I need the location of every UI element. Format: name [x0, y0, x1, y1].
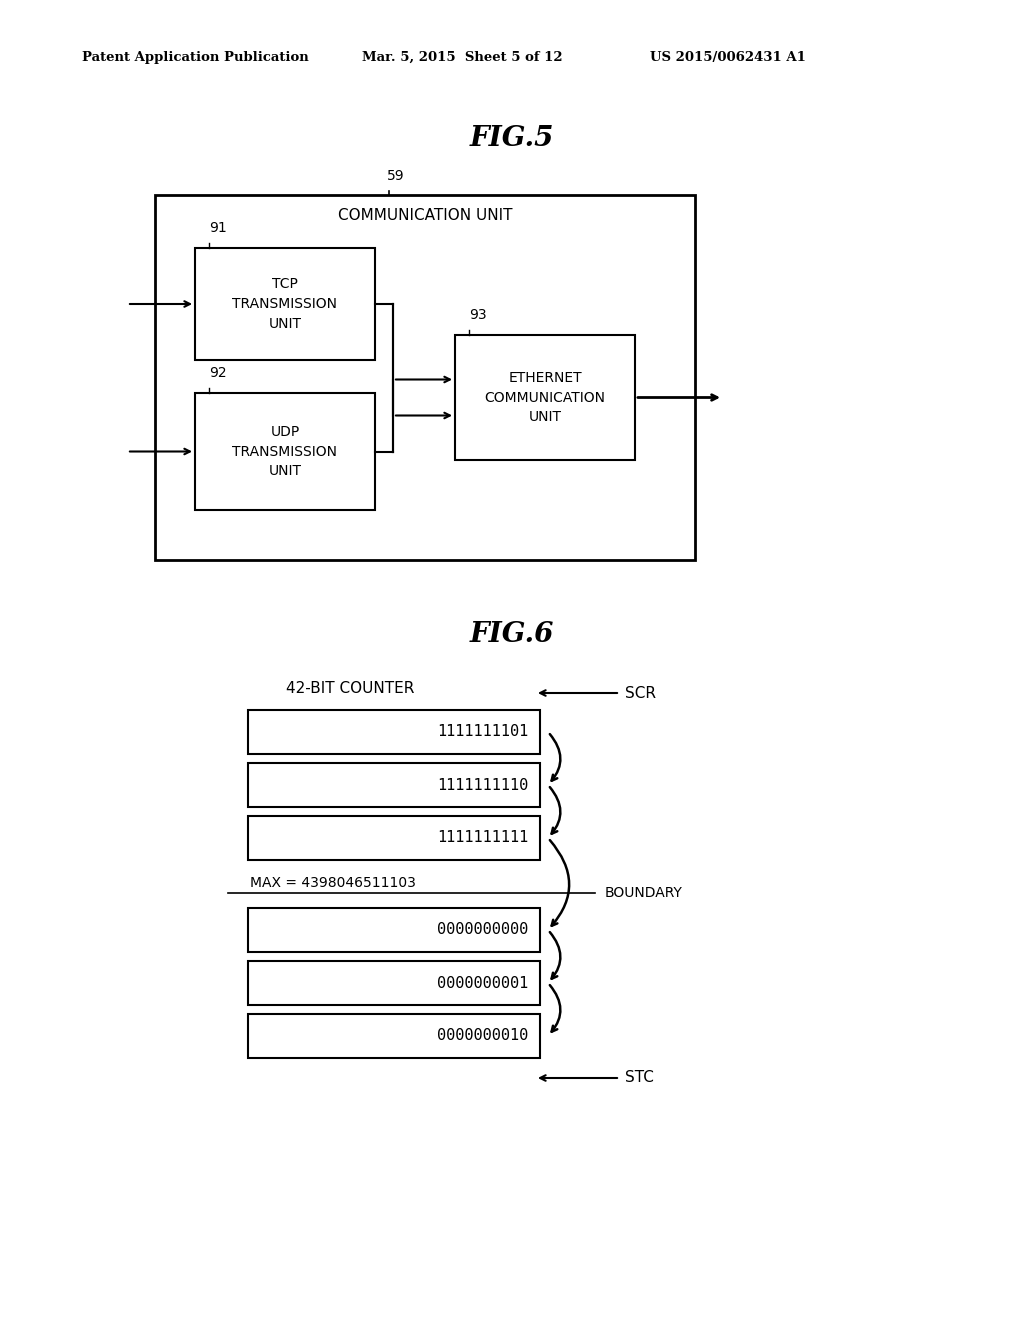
Bar	[248, 816, 540, 861]
Text: SCR: SCR	[625, 685, 656, 701]
Text: UDP
TRANSMISSION
UNIT: UDP TRANSMISSION UNIT	[232, 425, 338, 478]
Text: STC: STC	[625, 1071, 654, 1085]
Text: US 2015/0062431 A1: US 2015/0062431 A1	[650, 50, 806, 63]
Text: ETHERNET
COMMUNICATION
UNIT: ETHERNET COMMUNICATION UNIT	[484, 371, 605, 424]
Text: Patent Application Publication: Patent Application Publication	[82, 50, 309, 63]
Bar	[248, 1014, 540, 1059]
Text: 59: 59	[387, 169, 404, 183]
Text: 0000000001: 0000000001	[437, 975, 528, 990]
Text: Mar. 5, 2015  Sheet 5 of 12: Mar. 5, 2015 Sheet 5 of 12	[362, 50, 562, 63]
Bar	[195, 248, 375, 360]
Bar	[455, 335, 635, 459]
Text: 92: 92	[209, 366, 226, 380]
Bar	[195, 393, 375, 510]
Text: BOUNDARY: BOUNDARY	[605, 886, 683, 900]
Text: 1111111111: 1111111111	[437, 830, 528, 846]
Text: 1111111101: 1111111101	[437, 725, 528, 739]
Text: TCP
TRANSMISSION
UNIT: TCP TRANSMISSION UNIT	[232, 277, 338, 330]
Text: 1111111110: 1111111110	[437, 777, 528, 792]
Text: 91: 91	[209, 220, 226, 235]
Bar	[248, 961, 540, 1005]
Text: FIG.6: FIG.6	[470, 622, 554, 648]
Text: FIG.5: FIG.5	[470, 124, 554, 152]
Text: COMMUNICATION UNIT: COMMUNICATION UNIT	[338, 207, 512, 223]
Text: MAX = 4398046511103: MAX = 4398046511103	[250, 876, 416, 890]
Bar	[155, 195, 695, 560]
Text: 93: 93	[469, 308, 486, 322]
Text: 42-BIT COUNTER: 42-BIT COUNTER	[286, 681, 415, 696]
Bar	[248, 710, 540, 754]
Bar	[248, 763, 540, 807]
Text: 0000000000: 0000000000	[437, 923, 528, 937]
Text: 0000000010: 0000000010	[437, 1028, 528, 1044]
Bar	[248, 908, 540, 952]
